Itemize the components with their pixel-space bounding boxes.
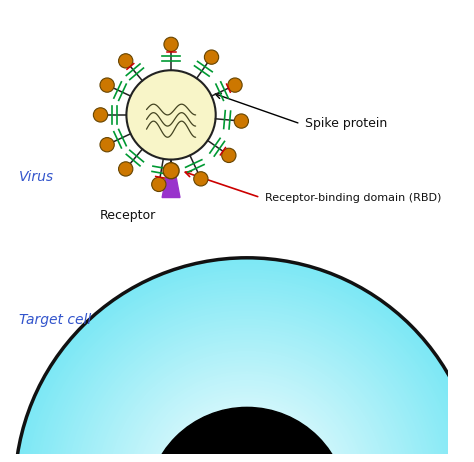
Circle shape: [24, 267, 470, 462]
Circle shape: [38, 281, 456, 462]
Circle shape: [209, 452, 285, 462]
Circle shape: [90, 333, 404, 462]
Circle shape: [164, 37, 178, 51]
Circle shape: [152, 177, 166, 192]
Circle shape: [215, 458, 279, 462]
Circle shape: [186, 429, 308, 462]
Circle shape: [134, 377, 360, 462]
Circle shape: [172, 414, 322, 462]
Circle shape: [55, 298, 438, 462]
Circle shape: [180, 423, 314, 462]
Circle shape: [118, 162, 133, 176]
Text: Target cell: Target cell: [19, 313, 91, 327]
Circle shape: [137, 380, 357, 462]
Circle shape: [64, 307, 430, 462]
Circle shape: [169, 412, 325, 462]
Circle shape: [146, 389, 348, 462]
Circle shape: [58, 301, 436, 462]
Circle shape: [96, 339, 398, 462]
Circle shape: [174, 417, 319, 462]
Circle shape: [222, 148, 236, 163]
Circle shape: [157, 400, 337, 462]
Text: Receptor: Receptor: [100, 209, 156, 222]
Circle shape: [206, 450, 288, 462]
Circle shape: [201, 444, 293, 462]
Circle shape: [41, 284, 453, 462]
Circle shape: [194, 172, 208, 186]
Circle shape: [47, 290, 447, 462]
Circle shape: [163, 163, 179, 179]
Text: Spike protein: Spike protein: [305, 117, 387, 130]
Circle shape: [198, 441, 296, 462]
Circle shape: [118, 54, 133, 68]
Text: Receptor-binding domain (RBD): Receptor-binding domain (RBD): [265, 193, 441, 202]
Circle shape: [76, 319, 418, 462]
Polygon shape: [162, 171, 180, 198]
Circle shape: [35, 278, 459, 462]
Circle shape: [82, 324, 412, 462]
Circle shape: [119, 362, 374, 462]
Circle shape: [70, 313, 424, 462]
Circle shape: [177, 420, 317, 462]
Circle shape: [99, 342, 395, 462]
Circle shape: [27, 269, 467, 462]
Circle shape: [20, 264, 474, 462]
Circle shape: [160, 403, 334, 462]
Circle shape: [131, 374, 363, 462]
Circle shape: [128, 371, 366, 462]
Circle shape: [15, 258, 474, 462]
Circle shape: [122, 365, 372, 462]
Circle shape: [151, 394, 343, 462]
Circle shape: [143, 385, 351, 462]
Circle shape: [67, 310, 427, 462]
Circle shape: [127, 70, 216, 159]
Circle shape: [203, 446, 291, 462]
Circle shape: [218, 461, 276, 462]
Circle shape: [105, 348, 389, 462]
Circle shape: [29, 272, 465, 462]
Text: Virus: Virus: [19, 170, 55, 184]
Circle shape: [44, 287, 450, 462]
Circle shape: [166, 409, 328, 462]
Circle shape: [93, 336, 401, 462]
Circle shape: [195, 438, 299, 462]
Circle shape: [84, 328, 410, 462]
Circle shape: [18, 261, 474, 462]
Circle shape: [32, 275, 462, 462]
Circle shape: [50, 292, 444, 462]
Circle shape: [228, 78, 242, 92]
Circle shape: [148, 391, 346, 462]
Circle shape: [108, 351, 386, 462]
Circle shape: [100, 138, 114, 152]
Circle shape: [192, 435, 302, 462]
Circle shape: [79, 322, 415, 462]
Circle shape: [113, 357, 381, 462]
Circle shape: [93, 108, 108, 122]
Circle shape: [189, 432, 305, 462]
Circle shape: [163, 406, 331, 462]
Circle shape: [139, 383, 355, 462]
Circle shape: [154, 397, 340, 462]
Circle shape: [61, 304, 433, 462]
Circle shape: [53, 296, 441, 462]
Circle shape: [234, 114, 248, 128]
Circle shape: [212, 455, 282, 462]
Circle shape: [183, 426, 311, 462]
Circle shape: [100, 78, 114, 92]
Circle shape: [116, 359, 378, 462]
Circle shape: [87, 330, 407, 462]
Circle shape: [102, 345, 392, 462]
Circle shape: [204, 50, 219, 64]
Circle shape: [110, 353, 383, 462]
Circle shape: [146, 407, 347, 462]
Circle shape: [73, 316, 421, 462]
Circle shape: [125, 368, 369, 462]
